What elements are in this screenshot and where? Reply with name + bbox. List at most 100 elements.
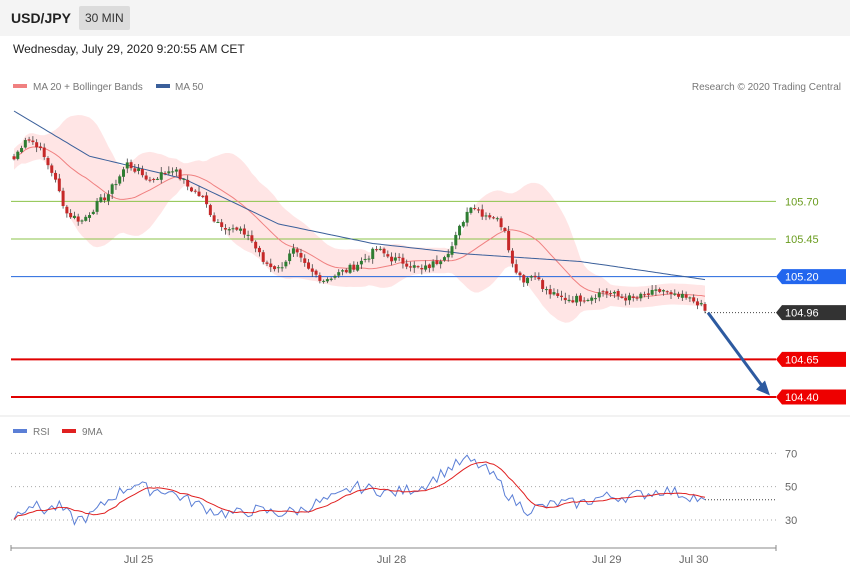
- timestamp: Wednesday, July 29, 2020 9:20:55 AM CET: [13, 42, 245, 56]
- candle: [412, 261, 416, 273]
- chart-header: USD/JPY 30 MIN: [0, 0, 850, 36]
- candle: [329, 277, 333, 282]
- candle: [552, 288, 556, 296]
- x-tick-label: Jul 28: [377, 554, 406, 566]
- candle: [492, 216, 496, 220]
- candle: [227, 226, 231, 236]
- candle: [254, 240, 258, 253]
- candle: [91, 209, 95, 215]
- candle: [57, 173, 61, 193]
- candle: [650, 285, 654, 296]
- candle: [684, 291, 688, 300]
- candle: [359, 257, 363, 269]
- candle: [314, 269, 318, 278]
- rsi-tick-70: 70: [785, 448, 797, 460]
- candlesticks: [12, 136, 707, 314]
- candle: [122, 166, 126, 182]
- candle: [20, 145, 24, 154]
- candle: [72, 211, 76, 220]
- candle: [84, 214, 88, 222]
- candle: [95, 198, 99, 215]
- candle: [50, 163, 54, 177]
- candle: [257, 245, 261, 257]
- candle: [556, 289, 560, 298]
- candle: [665, 290, 669, 295]
- candle: [69, 209, 73, 219]
- candle: [12, 153, 16, 161]
- candle: [431, 259, 435, 272]
- candle: [571, 296, 575, 304]
- candle: [575, 293, 579, 306]
- candle: [367, 255, 371, 263]
- candle: [688, 296, 692, 302]
- candle: [605, 288, 609, 299]
- candle: [518, 271, 522, 281]
- candle: [265, 260, 269, 267]
- timeframe-button[interactable]: 30 MIN: [79, 6, 130, 30]
- candle: [408, 261, 412, 272]
- candle: [499, 216, 503, 231]
- rsi-line: [13, 454, 706, 526]
- candle: [223, 224, 227, 235]
- candle: [465, 207, 469, 227]
- candle: [469, 206, 473, 215]
- candle: [310, 264, 314, 277]
- candle: [352, 261, 356, 272]
- candle: [133, 164, 137, 174]
- bollinger-band-fill: [14, 115, 705, 323]
- legend-swatch-ma50: [156, 84, 170, 88]
- candle: [643, 291, 647, 298]
- level-104-65-label: 104.65: [785, 354, 819, 366]
- candle: [654, 284, 658, 296]
- forecast-arrow: [706, 311, 770, 396]
- candle: [235, 226, 239, 232]
- level-105-20-tag: [776, 269, 846, 285]
- candle: [295, 247, 299, 257]
- candle: [80, 219, 84, 225]
- candle: [578, 293, 582, 307]
- legend-label-ma20: MA 20 + Bollinger Bands: [33, 82, 143, 93]
- candle: [322, 279, 326, 284]
- candle: [174, 166, 178, 177]
- candle: [627, 292, 631, 305]
- candle: [582, 297, 586, 304]
- x-axis: Jul 25 Jul 28 Jul 29 Jul 30: [10, 545, 777, 566]
- level-104-96-label: 104.96: [785, 308, 819, 320]
- candle: [246, 230, 250, 241]
- candle: [677, 291, 681, 299]
- candle: [273, 265, 277, 272]
- candle: [586, 298, 590, 302]
- candle: [590, 295, 594, 305]
- candle: [658, 287, 662, 294]
- candle: [680, 290, 684, 302]
- candle: [473, 204, 477, 211]
- candle: [416, 265, 420, 269]
- legend-label-ma50: MA 50: [175, 82, 204, 93]
- candle: [167, 166, 171, 176]
- candle: [341, 269, 345, 276]
- moving-averages: [13, 110, 706, 298]
- candle: [526, 276, 530, 286]
- candle: [35, 139, 39, 153]
- candle: [288, 249, 292, 265]
- candle: [159, 167, 163, 184]
- candle: [46, 156, 50, 170]
- candle: [458, 224, 462, 240]
- candle: [703, 302, 707, 314]
- level-104-40-tag: [776, 389, 846, 405]
- candle: [276, 265, 280, 273]
- legend-swatch-ma20: [13, 84, 27, 88]
- rsi-tick-50: 50: [785, 482, 797, 494]
- candle: [140, 165, 144, 178]
- candle: [201, 195, 205, 199]
- candle: [476, 207, 480, 214]
- candle: [303, 254, 307, 267]
- candle: [208, 203, 212, 218]
- candle: [280, 262, 284, 272]
- ma9-legend-label: 9MA: [82, 427, 103, 438]
- candle: [484, 212, 488, 221]
- x-tick-label: Jul 30: [679, 554, 708, 566]
- candle: [318, 272, 322, 284]
- forecast-arrow-head: [756, 380, 770, 396]
- candle: [269, 258, 273, 273]
